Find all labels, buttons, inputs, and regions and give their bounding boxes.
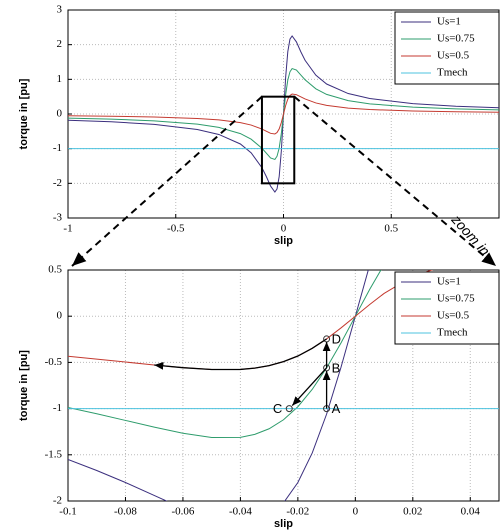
y-tick-label: 2: [57, 38, 63, 50]
y-axis-label: torque in [pu]: [18, 350, 30, 421]
plot-frame: [67, 9, 500, 219]
y-tick-label: -3: [53, 212, 63, 224]
x-tick-label: -0.04: [229, 506, 252, 518]
plot-frame: [67, 269, 500, 502]
legend-label: Tmech: [437, 67, 468, 79]
annotation-arrow: [154, 338, 327, 371]
zoom-box: [260, 95, 296, 185]
x-axis-label: slip: [274, 235, 293, 247]
zoom-arrow: [293, 95, 497, 267]
y-axis-label: torque in [pu]: [18, 78, 30, 149]
legend-box: [394, 11, 500, 85]
x-tick-label: -0.1: [59, 506, 76, 518]
y-tick-label: 3: [57, 4, 63, 16]
y-tick-label: -2: [53, 495, 62, 507]
x-tick-label: 0.5: [384, 223, 398, 235]
legend-label: Tmech: [437, 327, 468, 339]
x-tick-label: 0: [281, 223, 287, 235]
x-tick-label: -1: [63, 223, 72, 235]
y-tick-label: -0.5: [45, 356, 63, 368]
x-tick-label: -0.06: [171, 506, 194, 518]
x-tick-label: -0.5: [167, 223, 185, 235]
legend-label: Us=0.5: [437, 50, 470, 62]
x-tick-label: -0.08: [114, 506, 137, 518]
y-tick-label: 0: [57, 310, 63, 322]
legend-label: Us=0.75: [437, 33, 475, 45]
y-tick-label: -2: [53, 177, 62, 189]
annotation-label: B: [332, 360, 341, 375]
y-tick-label: 0: [57, 108, 63, 120]
annotation-label: C: [273, 401, 282, 416]
annotation-arrow: [291, 367, 328, 407]
x-axis-label: slip: [274, 518, 293, 530]
x-tick-label: 0: [353, 506, 359, 518]
legend-box: [394, 271, 500, 345]
y-tick-label: -1: [53, 142, 62, 154]
legend-label: Us=0.75: [437, 293, 475, 305]
legend-label: Us=0.5: [437, 310, 470, 322]
legend-label: Us=1: [437, 16, 461, 28]
annotation-label: A: [332, 401, 341, 416]
x-tick-label: 0.04: [461, 506, 481, 518]
legend-label: Us=1: [437, 276, 461, 288]
x-tick-label: 0.02: [403, 506, 422, 518]
zoom-arrow: [71, 95, 263, 267]
y-tick-label: 0.5: [48, 264, 62, 276]
series-line: [68, 270, 382, 439]
annotation-point: [285, 405, 293, 413]
y-tick-label: 1: [57, 73, 63, 85]
series-line: [68, 270, 369, 501]
y-tick-label: -1.5: [45, 448, 63, 460]
y-tick-label: -1: [53, 402, 62, 414]
annotation-label: D: [332, 331, 341, 346]
x-tick-label: -0.02: [286, 506, 309, 518]
